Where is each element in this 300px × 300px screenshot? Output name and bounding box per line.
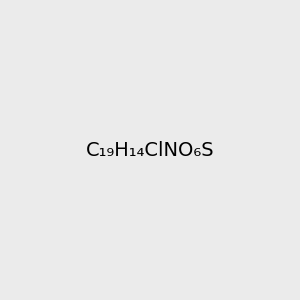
Text: C₁₉H₁₄ClNO₆S: C₁₉H₁₄ClNO₆S: [86, 140, 214, 160]
